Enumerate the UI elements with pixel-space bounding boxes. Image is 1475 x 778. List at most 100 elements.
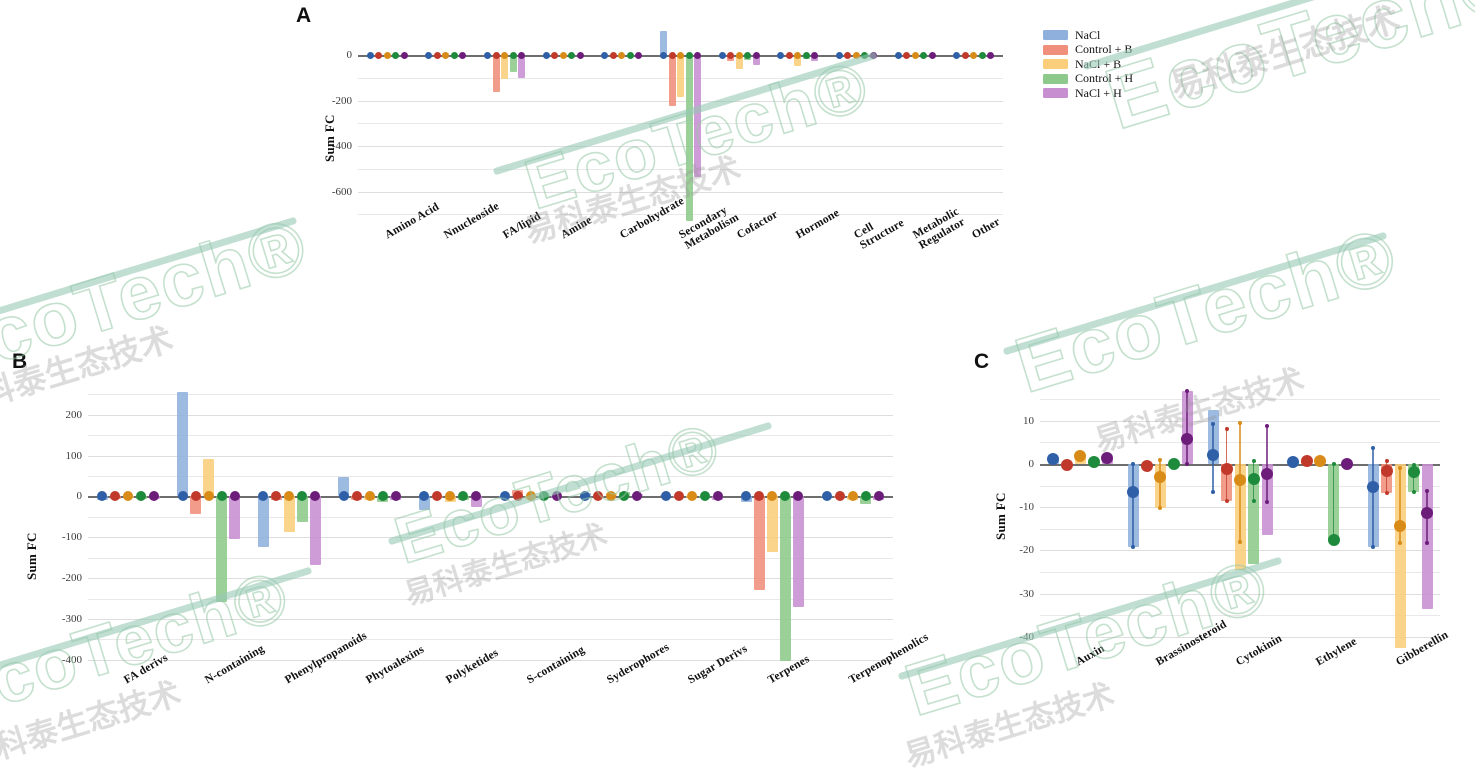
y-axis-tick-label: -30 [1019, 587, 1034, 600]
mean-marker-dot [793, 491, 804, 502]
mean-marker-dot [433, 51, 441, 59]
mean-marker-dot [1074, 450, 1086, 463]
panel-b-plot-area: 200 100 0 -100 -200 -300 -400 [62, 378, 893, 672]
mean-marker-dot [177, 491, 188, 502]
mean-marker-dot [190, 491, 201, 502]
bar [203, 458, 215, 497]
mean-marker-dot [911, 51, 919, 59]
error-endpoint-dot [1211, 489, 1215, 494]
watermark-text-cn: 易科泰生态技术 [0, 674, 185, 775]
bar [216, 496, 228, 602]
mean-marker-dot [953, 51, 961, 59]
bar [283, 496, 295, 533]
watermark-stripe [1082, 0, 1468, 71]
y-axis-tick-label: 10 [1023, 414, 1034, 427]
mean-marker-dot [203, 491, 214, 502]
legend-swatch-icon [1043, 59, 1068, 70]
error-whisker [1132, 464, 1134, 548]
mean-marker-dot [847, 491, 858, 502]
y-axis-tick-label: -400 [61, 653, 82, 666]
mean-marker-dot [834, 491, 845, 502]
error-endpoint-dot [1265, 423, 1269, 428]
category-group [1040, 382, 1440, 654]
gridline-major [88, 618, 893, 620]
gridline-minor [88, 557, 893, 559]
error-endpoint-dot [1251, 458, 1256, 463]
legend-swatch-icon [1043, 88, 1068, 99]
error-whisker [1332, 463, 1335, 540]
mean-marker-dot [284, 491, 295, 502]
legend-swatch-icon [1043, 73, 1068, 84]
mean-marker-dot [351, 491, 362, 502]
mean-marker-dot [1140, 459, 1153, 472]
mean-marker-dot [961, 51, 969, 59]
mean-marker-dot [123, 491, 134, 502]
mean-marker-dot [928, 51, 936, 59]
y-axis-tick-label: 200 [65, 408, 83, 421]
mean-marker-dot [383, 51, 391, 59]
gridline-major [88, 414, 893, 416]
mean-marker-dot [873, 491, 884, 502]
mean-marker-dot [1167, 457, 1180, 470]
gridline-minor [88, 639, 893, 641]
gridline-major [88, 659, 893, 661]
error-whisker [1159, 460, 1161, 508]
mean-marker-dot [149, 491, 160, 502]
gridline-major [358, 191, 1003, 193]
error-endpoint-dot [1224, 499, 1229, 504]
mean-marker-dot [780, 491, 791, 502]
bar [779, 496, 791, 661]
y-axis-tick-label: -10 [1019, 501, 1034, 514]
watermark-stripe [0, 216, 298, 341]
mean-marker-dot [338, 491, 349, 502]
mean-marker-dot [920, 51, 928, 59]
error-endpoint-dot [1371, 446, 1375, 451]
mean-marker-dot [484, 51, 492, 59]
mean-marker-dot [392, 51, 400, 59]
category-group [1040, 382, 1440, 654]
error-endpoint-dot [1384, 491, 1389, 496]
error-endpoint-dot [1238, 539, 1242, 544]
mean-marker-dot [1341, 458, 1353, 471]
bar [338, 477, 350, 497]
error-endpoint-dot [1185, 462, 1189, 467]
y-axis-tick-label: 100 [65, 449, 83, 462]
error-whisker [1186, 391, 1188, 465]
mean-marker-dot [271, 491, 282, 502]
mean-marker-dot [216, 491, 227, 502]
mean-marker-dot [1367, 481, 1379, 494]
mean-marker-dot [860, 491, 871, 502]
y-axis-tick-label: -40 [1019, 630, 1034, 643]
mean-marker-dot [310, 491, 321, 502]
panel-c-plot-area: 10 0 -10 -20 -30 -40 [1019, 382, 1440, 654]
mean-marker-dot [459, 51, 467, 59]
legend-label: Control + H [1075, 71, 1134, 86]
legend-item-control-h: Control + H [1043, 71, 1134, 87]
legend-item-nacl: NaCl [1043, 28, 1133, 43]
error-endpoint-dot [1185, 389, 1189, 394]
error-endpoint-dot [1371, 544, 1375, 549]
category-group [358, 28, 1003, 228]
error-endpoint-dot [1158, 505, 1162, 510]
legend-label: Control + B [1075, 42, 1133, 57]
mean-marker-dot [366, 51, 374, 59]
error-whisker [1399, 468, 1401, 544]
y-axis-tick-label: 0 [76, 490, 83, 503]
panel-c-letter: C [974, 350, 990, 373]
panel-a-letter: A [296, 4, 312, 27]
bar [190, 496, 202, 514]
mean-marker-dot [1247, 472, 1260, 485]
watermark-text: EcoTech® [0, 201, 318, 396]
bar [660, 31, 667, 56]
y-axis-tick-label: -200 [61, 572, 82, 585]
mean-marker-dot [1407, 466, 1420, 479]
legend-swatch-icon [1043, 30, 1068, 41]
bar [1248, 464, 1259, 564]
panel-b-y-axis-title: Sum FC [24, 532, 39, 580]
mean-marker-dot [258, 491, 269, 502]
legend-item-control-b: Control + B [1043, 42, 1133, 58]
category-group [1040, 382, 1440, 654]
bar [792, 496, 804, 608]
mean-marker-dot [1394, 520, 1406, 533]
error-whisker [1372, 448, 1374, 547]
